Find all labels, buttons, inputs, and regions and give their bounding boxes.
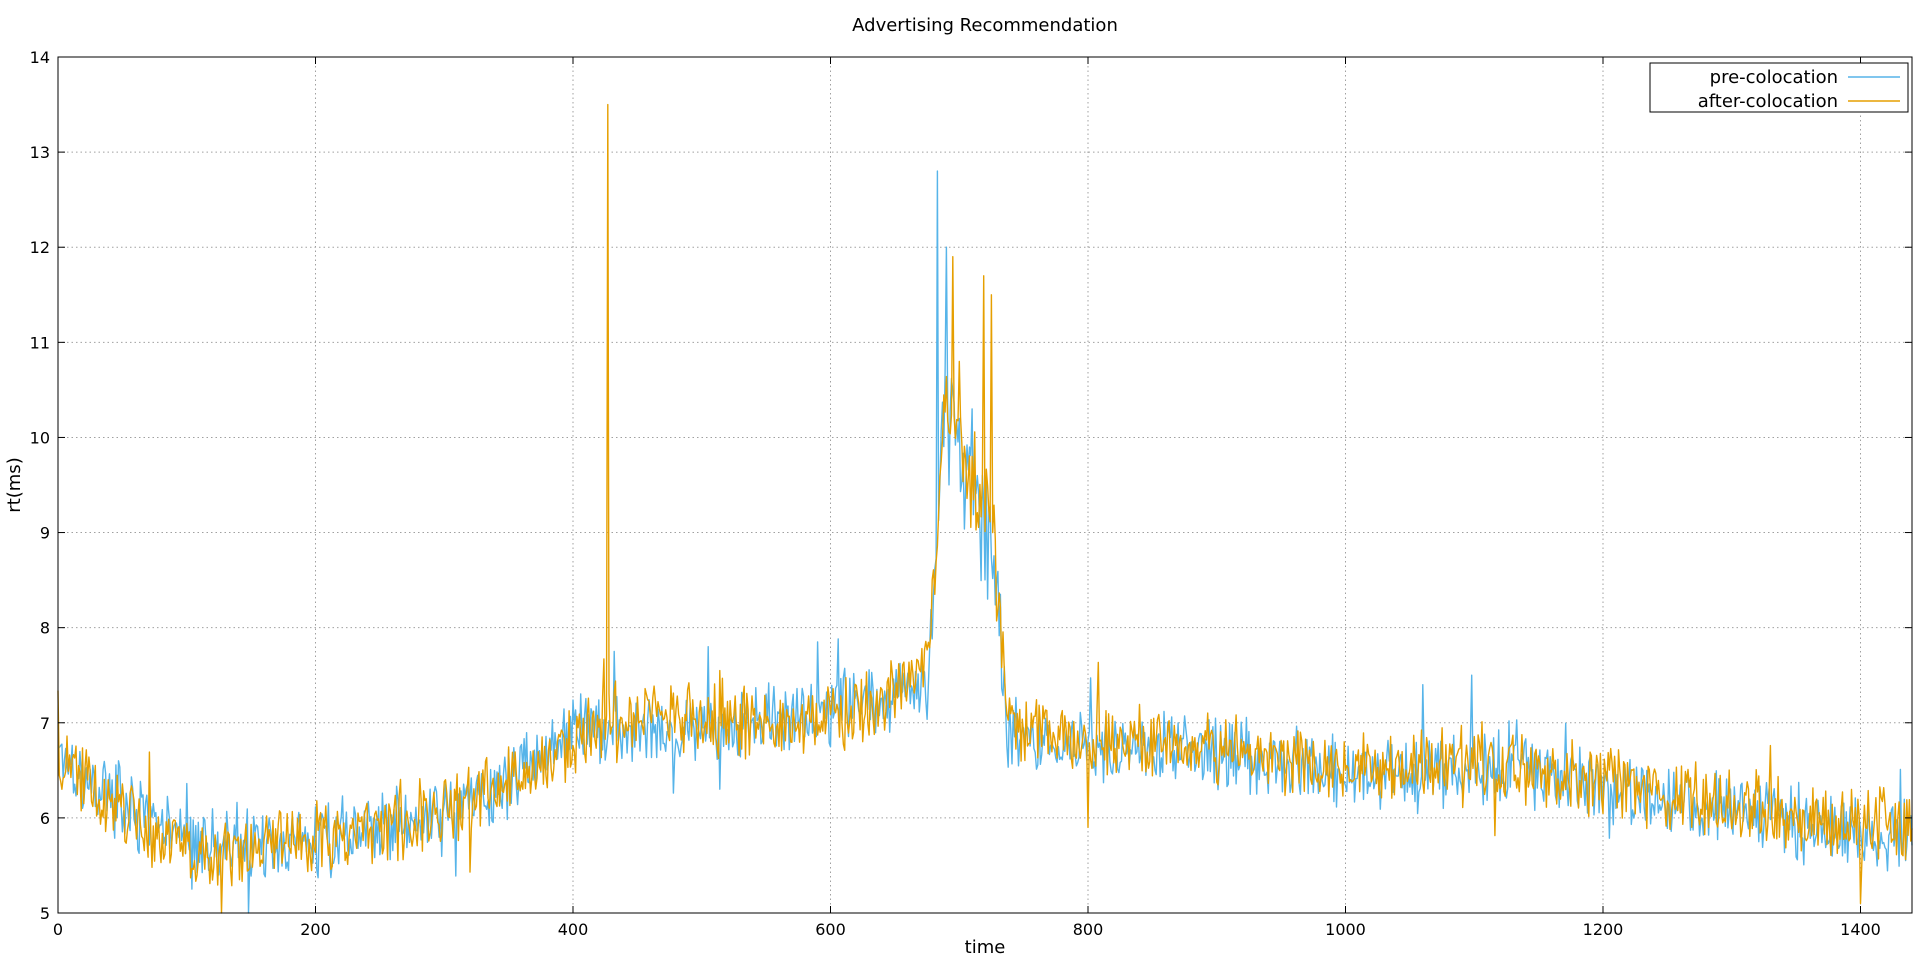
y-tick-label: 13 <box>30 143 50 162</box>
legend-label-after-colocation: after-colocation <box>1698 91 1838 112</box>
y-tick-label: 6 <box>40 809 50 828</box>
series-line-pre-colocation <box>57 170 1913 914</box>
x-tick-label: 800 <box>1073 920 1104 939</box>
chart-title: Advertising Recommendation <box>852 15 1118 36</box>
y-tick-label: 12 <box>30 238 50 257</box>
x-tick-label: 200 <box>300 920 331 939</box>
series-line-after-colocation <box>57 103 1913 914</box>
x-tick-label: 1200 <box>1583 920 1624 939</box>
legend: pre-colocation after-colocation <box>1649 62 1909 113</box>
y-axis-label: rt(ms) <box>4 457 25 512</box>
legend-label-pre-colocation: pre-colocation <box>1710 67 1838 88</box>
y-tick-label: 10 <box>30 428 50 447</box>
plot-frame <box>57 56 1913 914</box>
x-tick-label: 0 <box>53 920 63 939</box>
x-axis-label: time <box>965 937 1006 958</box>
series-layer <box>57 103 1913 914</box>
legend-box <box>1649 62 1909 113</box>
y-tick-label: 7 <box>40 714 50 733</box>
ticks: 0 200 400 600 800 1000 1200 1400 5 6 7 8 9 10 11 12 13 14 <box>30 48 1912 939</box>
x-tick-label: 400 <box>558 920 589 939</box>
y-tick-label: 11 <box>30 333 50 352</box>
y-tick-label: 8 <box>40 619 50 638</box>
x-tick-label: 600 <box>815 920 846 939</box>
x-tick-label: 1400 <box>1840 920 1881 939</box>
x-tick-label: 1000 <box>1325 920 1366 939</box>
y-tick-label: 5 <box>40 904 50 923</box>
y-tick-label: 14 <box>30 48 50 67</box>
y-tick-label: 9 <box>40 524 50 543</box>
